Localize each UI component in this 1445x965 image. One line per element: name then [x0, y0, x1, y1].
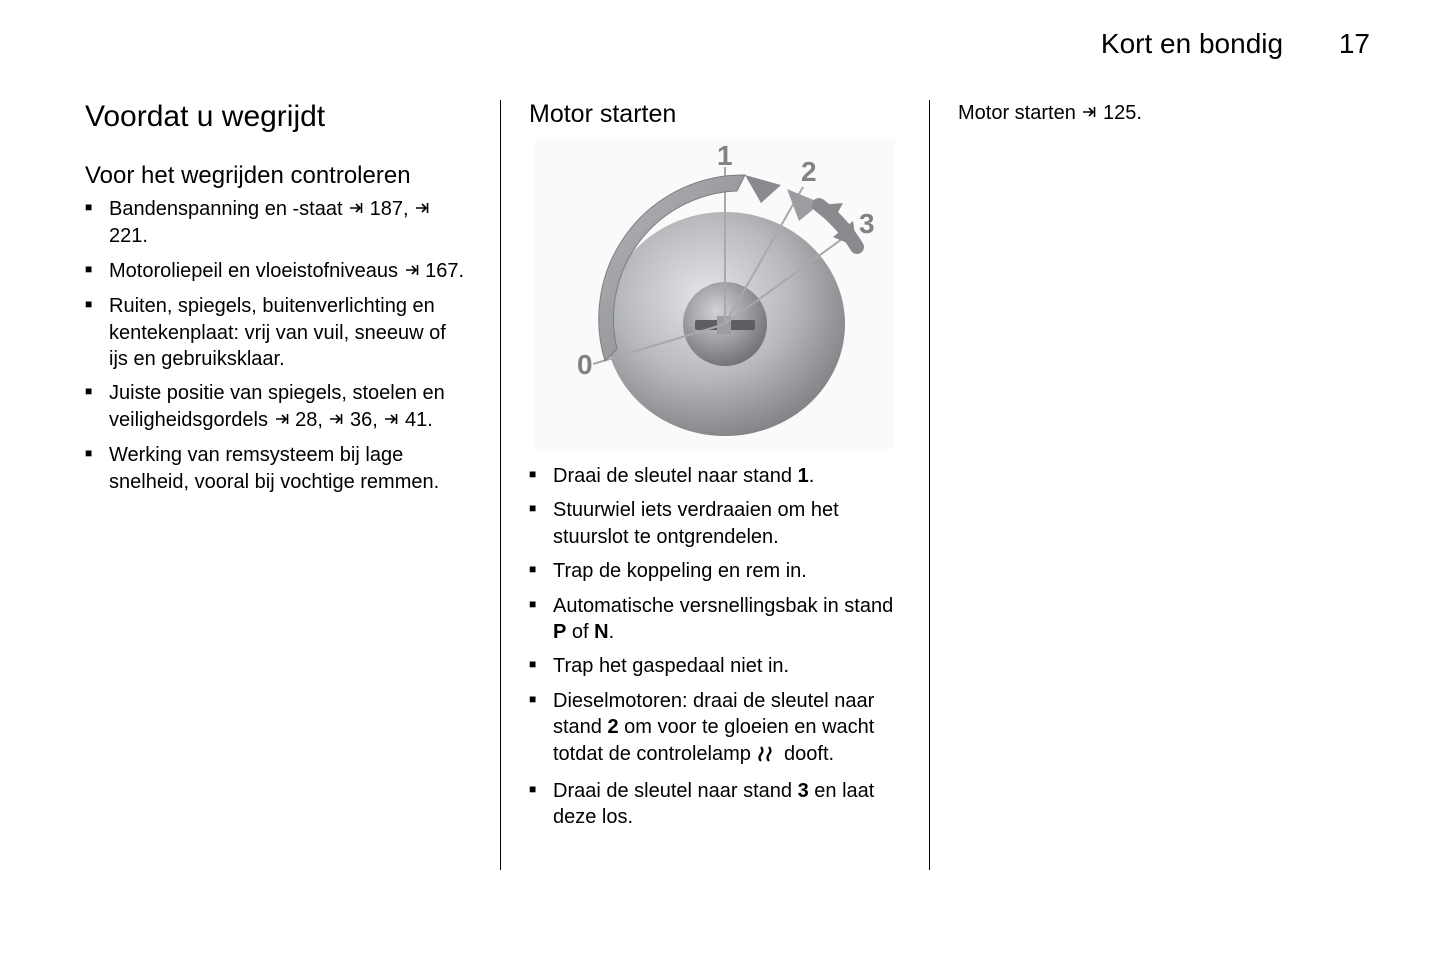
- list-item: Trap het gaspedaal niet in.: [529, 653, 901, 679]
- pos-label-1: 1: [717, 140, 733, 171]
- xref-icon: [328, 408, 344, 434]
- pos-label-2: 2: [801, 156, 817, 187]
- subsection-heading: Motor starten: [529, 100, 901, 129]
- content-columns: Voordat u wegrijdt Voor het wegrijden co…: [85, 100, 1370, 870]
- start-engine-steps: Draai de sleutel naar stand 1. Stuurwiel …: [529, 463, 901, 831]
- xref-page: 41: [405, 409, 427, 431]
- xref-icon: [404, 259, 420, 285]
- list-item: Dieselmotoren: draai de sleutel naar sta…: [529, 688, 901, 770]
- xref-page: 125: [1103, 102, 1136, 124]
- text: Werking van remsysteem bij lage snelheid…: [109, 444, 439, 492]
- xref-icon: [1081, 101, 1097, 127]
- list-item: Trap de koppeling en rem in.: [529, 558, 901, 584]
- column-2: Motor starten: [501, 100, 929, 870]
- manual-page: Kort en bondig 17 Voordat u wegrijdt Voo…: [0, 0, 1445, 965]
- text: Trap de koppeling en rem in.: [553, 560, 807, 582]
- text: .: [809, 465, 815, 487]
- text: Draai de sleutel naar stand: [553, 465, 798, 487]
- list-item: Draai de sleutel naar stand 1.: [529, 463, 901, 489]
- ignition-switch-figure: 0 1 2 3: [535, 139, 895, 449]
- preheat-icon: [756, 744, 778, 770]
- checklist-before-driving: Bandenspanning en -staat 187, 221.Motoro…: [85, 196, 470, 495]
- text: Ruiten, spiegels, buitenverlichting en k…: [109, 295, 446, 370]
- page-number: 17: [1339, 28, 1370, 59]
- list-item: Stuurwiel iets verdraaien om het stuursl…: [529, 497, 901, 550]
- pos-label-3: 3: [859, 208, 875, 239]
- text: ,: [403, 198, 414, 220]
- text: .: [459, 260, 465, 282]
- xref-icon: [414, 197, 430, 223]
- emphasis: 3: [798, 780, 809, 802]
- crossref-line: Motor starten 125.: [958, 100, 1350, 127]
- text: .: [1136, 102, 1142, 124]
- subsection-heading: Voor het wegrijden controleren: [85, 162, 470, 190]
- xref-page: 187: [370, 198, 403, 220]
- pos-label-0: 0: [577, 349, 593, 380]
- page-header: Kort en bondig 17: [85, 28, 1370, 60]
- xref-page: 36: [350, 409, 372, 431]
- list-item: Werking van remsysteem bij lage snelheid…: [85, 442, 470, 495]
- text: Motoroliepeil en vloeistofniveaus: [109, 260, 404, 282]
- xref-icon: [383, 408, 399, 434]
- xref-icon: [274, 408, 290, 434]
- text: dooft.: [778, 743, 834, 765]
- list-item: Bandenspanning en -staat 187, 221.: [85, 196, 470, 250]
- xref-page: 28: [295, 409, 317, 431]
- list-item: Ruiten, spiegels, buitenverlichting en k…: [85, 293, 470, 372]
- text: Draai de sleutel naar stand: [553, 780, 798, 802]
- text: Motor starten: [958, 102, 1081, 124]
- text: .: [427, 409, 433, 431]
- text: Stuurwiel iets verdraaien om het stuursl…: [553, 499, 839, 547]
- xref-page: 167: [425, 260, 458, 282]
- xref-icon: [348, 197, 364, 223]
- text: .: [609, 621, 615, 643]
- text: .: [142, 225, 148, 247]
- text: Automatische versnellingsbak in stand: [553, 595, 893, 617]
- emphasis: 2: [607, 716, 618, 738]
- text: Trap het gaspedaal niet in.: [553, 655, 789, 677]
- emphasis: 1: [798, 465, 809, 487]
- text: of: [566, 621, 594, 643]
- xref-page: 221: [109, 225, 142, 247]
- text: ,: [372, 409, 383, 431]
- list-item: Draai de sleutel naar stand 3 en laat de…: [529, 778, 901, 831]
- column-3: Motor starten 125.: [930, 100, 1350, 870]
- column-1: Voordat u wegrijdt Voor het wegrijden co…: [85, 100, 500, 870]
- emphasis: N: [594, 621, 608, 643]
- section-heading: Voordat u wegrijdt: [85, 100, 470, 134]
- chapter-title: Kort en bondig: [1101, 28, 1283, 59]
- list-item: Juiste positie van spiegels, stoelen en …: [85, 380, 470, 434]
- text: Bandenspanning en -staat: [109, 198, 348, 220]
- text: ,: [317, 409, 328, 431]
- arc-arrowhead-1: [745, 175, 781, 203]
- list-item: Motoroliepeil en vloeistofniveaus 167.: [85, 258, 470, 285]
- list-item: Automatische versnellingsbak in stand P …: [529, 593, 901, 646]
- emphasis: P: [553, 621, 566, 643]
